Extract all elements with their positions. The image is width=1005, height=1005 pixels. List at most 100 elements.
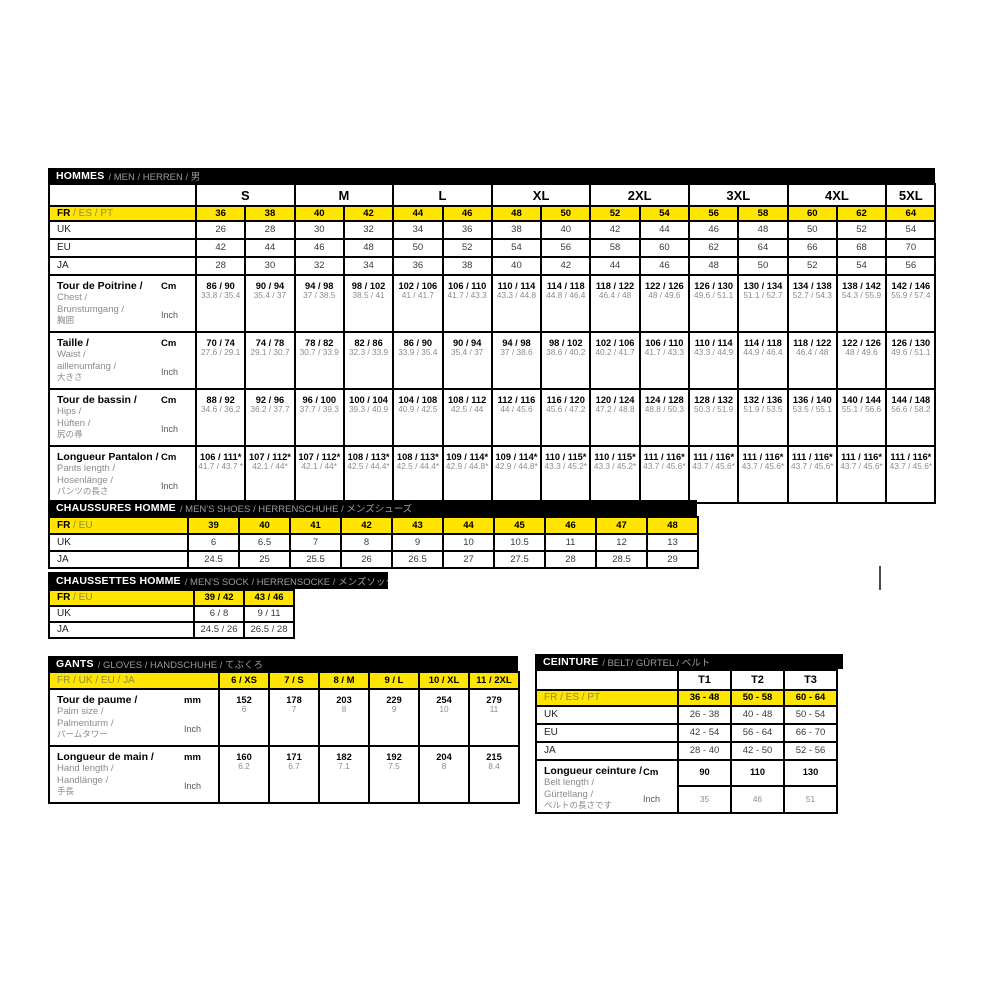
- value-inch: 41.7 / 43.3: [447, 290, 487, 301]
- value-inch: 43.3 / 45.2*: [593, 461, 637, 472]
- value-inch: 41.7 / 43.3: [644, 347, 684, 358]
- region-value-cell: 46: [687, 220, 740, 240]
- value-inch: 8: [441, 761, 447, 772]
- region-value-cell: 27: [442, 550, 495, 569]
- region-value-cell: 28.5: [595, 550, 648, 569]
- unit-bottom-label: Inch: [161, 423, 179, 434]
- measurement-row: Taille / Waist / aillenumfang / 大きさ Cm I…: [48, 331, 937, 390]
- value-cm: 90 / 94: [452, 338, 482, 348]
- size-group-cell: S: [195, 183, 296, 207]
- fr-size-cell: 39 / 42: [193, 589, 245, 607]
- unit-bottom-label: Inch: [161, 366, 179, 377]
- socks-title-bar: CHAUSSETTES HOMME / MEN'S SOCK / HERRENS…: [48, 572, 388, 589]
- value-mm: 229: [386, 695, 402, 705]
- measurement-label-primary: Tour de bassin /: [57, 394, 137, 406]
- region-value-cell: 66 - 70: [783, 723, 838, 743]
- measurement-value-cell: 88 / 92 34.6 / 36.2: [194, 388, 247, 447]
- fr-size-cell: 47: [595, 516, 648, 535]
- measurement-label-ja: パームタワー: [57, 729, 108, 739]
- region-row: EU 42 44 46 48 50 52 54: [48, 238, 937, 258]
- region-value-cell: 25: [238, 550, 291, 569]
- fr-size-cell: 40: [238, 516, 291, 535]
- value-cm: 88 / 92: [206, 395, 235, 405]
- measurement-value-cell: 136 / 140 53.5 / 55.1: [786, 388, 838, 447]
- value-cm: 98 / 102: [548, 338, 583, 348]
- unit-column: Cm Inch: [643, 761, 677, 812]
- fr-size-cell: 44: [392, 205, 444, 222]
- measurement-label-en: Waist /: [57, 349, 86, 360]
- measurement-label-ja: 大きさ: [57, 372, 83, 382]
- value-cm: 124 / 128: [644, 395, 684, 405]
- measurement-label-cell: Tour de paume / Palm size / Palmenturm /…: [48, 688, 220, 747]
- measurement-value-cell: 204 8: [418, 745, 470, 804]
- value-inch: 43.7 / 45.6*: [643, 461, 686, 472]
- region-row-label: UK: [48, 605, 195, 623]
- measurement-value-cell: 111 / 116* 43.7 / 45.6*: [737, 445, 789, 504]
- region-value-cell: 30: [293, 220, 345, 240]
- measurement-value-cell: 111 / 116* 43.7 / 45.6*: [786, 445, 838, 504]
- value-cm: 111 / 116*: [742, 452, 784, 462]
- value-inch: 8.4: [488, 761, 500, 772]
- value-cm: 106 / 111*: [199, 452, 242, 462]
- value-mm: 160: [236, 752, 252, 762]
- measurement-value-cell: 118 / 122 46.4 / 48: [589, 274, 641, 333]
- measurement-value-cell: 124 / 128 48.8 / 50.3: [638, 388, 691, 447]
- value-cm: 94 / 98: [502, 338, 531, 348]
- region-value-cell: 30: [244, 256, 296, 276]
- measurement-value-cell: 94 / 98 37 / 38.5: [293, 274, 345, 333]
- measurement-value-cell: 171 6.7: [268, 745, 320, 804]
- region-value-cell: 46: [638, 256, 691, 276]
- region-value-cell: 52: [441, 238, 493, 258]
- region-value-cell: 25.5: [289, 550, 342, 569]
- value-cm: 118 / 122: [793, 338, 832, 348]
- gloves-title: GANTS: [56, 657, 94, 670]
- measurement-label-de: Hüften /: [57, 417, 91, 429]
- fr-row-label: FR / ES / PT: [48, 205, 197, 222]
- belt-size-table: T1 T2 T3 FR / ES / PT 36 - 48 50 - 58 60…: [535, 669, 838, 814]
- measurement-value-cell: 110 / 114 43.3 / 44.9: [687, 331, 740, 390]
- value-cm: 134 / 138: [792, 281, 832, 291]
- value-cm: 108 / 112: [448, 395, 487, 405]
- measurement-value-cell: 86 / 90 33.8 / 35.4: [194, 274, 247, 333]
- measurement-value-cell: 98 / 102 38.6 / 40.2: [540, 331, 592, 390]
- value-inch: 42.5 / 44.4*: [347, 461, 390, 472]
- value-inch: 44 / 45.6: [500, 404, 533, 415]
- measurement-label-ja: 尻の尋: [57, 429, 83, 439]
- gloves-table-section: GANTS / GLOVES / HANDSCHUHE / てぶくろ FR / …: [48, 656, 520, 804]
- value-mm: 204: [436, 752, 452, 762]
- region-value-cell: 9 / 11: [243, 605, 295, 623]
- unit-column: Cm Inch: [161, 447, 195, 498]
- value-inch: 42.5 / 44.4*: [396, 461, 440, 472]
- value-cm: 114 / 118: [744, 338, 782, 348]
- measurement-value-cell: 279 11: [468, 688, 520, 747]
- measurement-row: Tour de Poitrine / Chest / Brunstumgang …: [48, 274, 937, 333]
- value-cm: 116 / 120: [546, 395, 585, 405]
- measurement-value-cell: 106 / 110 41.7 / 43.3: [441, 274, 493, 333]
- measurement-row: Longueur Pantalon / Pants length / Hosen…: [48, 445, 937, 504]
- measurement-value-cell: 109 / 114* 42.9 / 44.8*: [490, 445, 543, 504]
- measurement-value-cell: 126 / 130 49.6 / 51.1: [687, 274, 740, 333]
- measurement-value-cell: 120 / 124 47.2 / 48.8: [589, 388, 641, 447]
- value-inch: 46: [752, 793, 763, 804]
- measurement-label-ja: 手長: [57, 786, 75, 796]
- value-inch: 32.3 / 33.9: [348, 347, 389, 358]
- value-cm: 126 / 130: [891, 338, 931, 348]
- measurement-value-cell: 110 / 115* 43.3 / 45.2*: [589, 445, 641, 504]
- region-value-cell: 40: [540, 220, 592, 240]
- measurement-value-cell: 182 7.1: [318, 745, 370, 804]
- region-value-cell: 6.5: [238, 533, 291, 552]
- value-inch: 41 / 41.7: [401, 290, 434, 301]
- region-value-cell: 66: [786, 238, 838, 258]
- region-row-label: UK: [535, 705, 679, 725]
- value-cm: 90: [679, 761, 730, 787]
- value-inch: 30.7 / 33.9: [299, 347, 339, 358]
- region-row-label: UK: [48, 533, 189, 552]
- measurement-value-cell: 116 / 120 45.6 / 47.2: [540, 388, 592, 447]
- region-value-cell: 24.5: [187, 550, 240, 569]
- value-inch: 35: [699, 793, 710, 804]
- region-value-cell: 28: [544, 550, 597, 569]
- value-cm: 140 / 144: [842, 395, 881, 405]
- measurement-value-cell: 215 8.4: [468, 745, 520, 804]
- value-inch: 47.2 / 48.8: [595, 404, 635, 415]
- region-value-cell: 52 - 56: [783, 741, 838, 761]
